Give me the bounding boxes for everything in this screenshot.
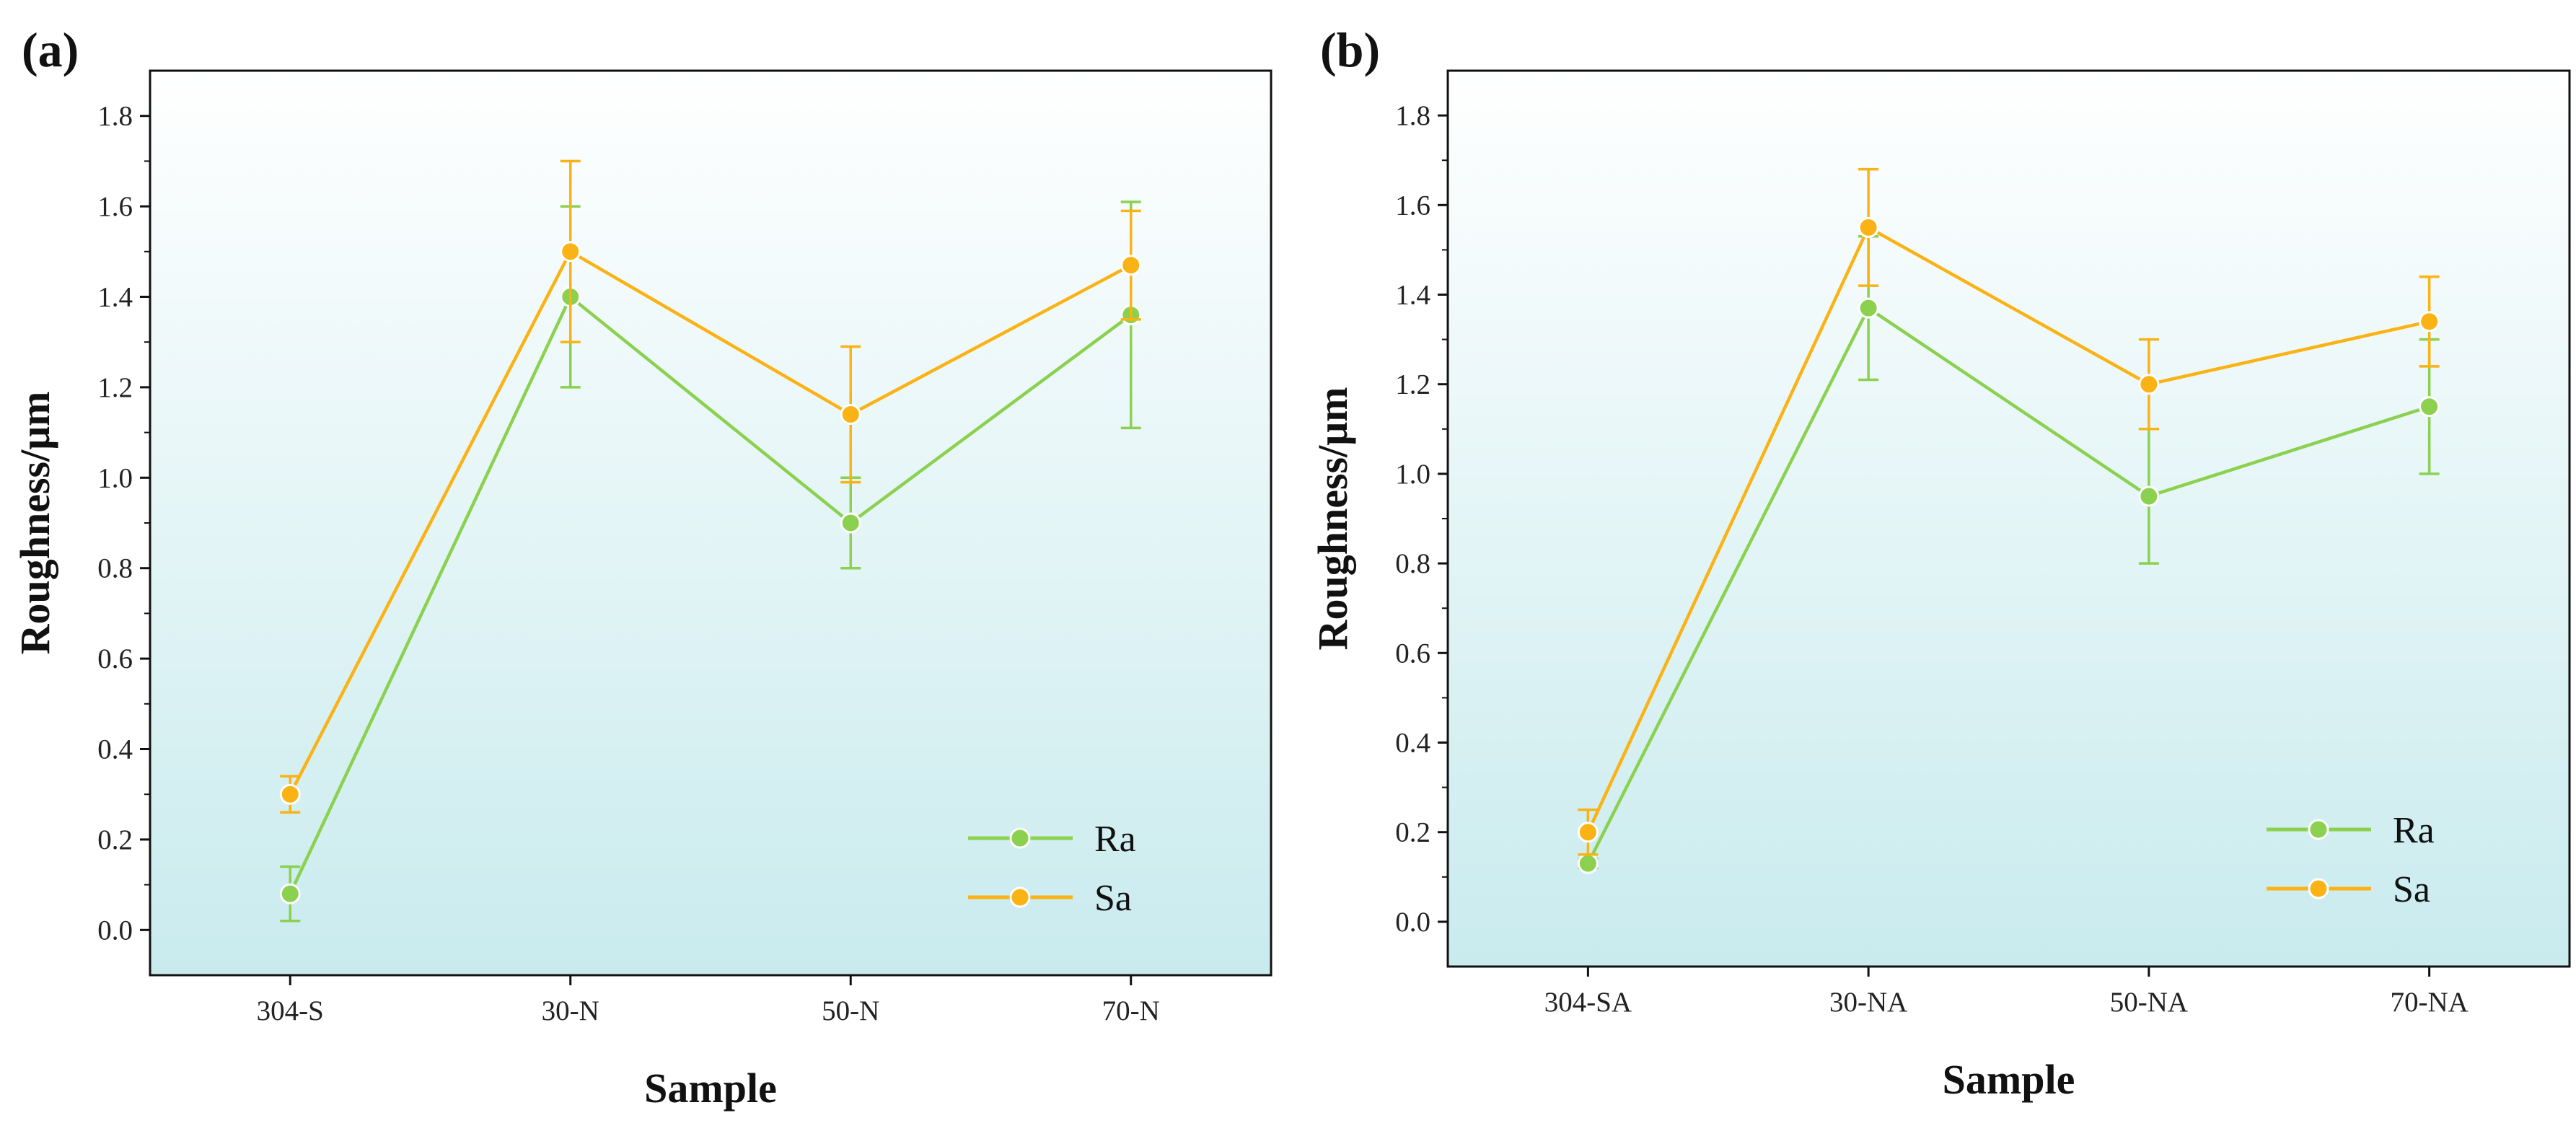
y-tick-label: 0.0 — [1395, 907, 1430, 938]
y-tick-label: 1.6 — [97, 191, 133, 222]
data-point — [2419, 396, 2440, 418]
legend: Ra Sa — [968, 819, 1136, 919]
series-sa — [279, 159, 1142, 814]
y-axis: 0.0 0.2 0.4 0.6 0.8 1.0 1.2 1.4 1.6 1.8 — [1395, 100, 1448, 938]
legend-label: Sa — [2393, 869, 2430, 910]
y-axis-title: Roughness/μm — [1309, 387, 1356, 651]
x-axis: 304-S 30-N 50-N 70-N — [257, 975, 1160, 1026]
plot-area — [149, 69, 1272, 977]
y-tick-label: 1.8 — [97, 101, 133, 132]
legend-label: Ra — [1094, 819, 1136, 860]
series-line — [1586, 225, 2430, 833]
y-tick-label: 1.8 — [1395, 100, 1430, 131]
y-tick-label: 1.0 — [1395, 459, 1430, 490]
y-tick-label: 1.2 — [1395, 369, 1430, 400]
data-point — [1120, 255, 1142, 276]
series-line — [289, 249, 1132, 796]
y-tick-label: 0.4 — [97, 734, 133, 765]
series-ra — [1577, 235, 2440, 874]
x-tick-label: 30-N — [542, 995, 599, 1026]
x-tick-label: 304-S — [257, 995, 324, 1026]
y-tick-label: 1.4 — [1395, 280, 1430, 311]
legend-marker — [1009, 827, 1031, 849]
data-point — [1858, 297, 1879, 319]
y-tick-label: 0.8 — [1395, 548, 1430, 579]
panel-label: (a) — [22, 22, 79, 77]
data-point — [2138, 374, 2160, 395]
legend-item-sa: Sa — [2267, 869, 2430, 910]
x-tick-label: 70-N — [1102, 995, 1160, 1026]
y-axis: 0.0 0.2 0.4 0.6 0.8 1.0 1.2 1.4 1.6 1.8 — [97, 101, 150, 946]
data-point — [840, 404, 861, 426]
x-axis-title: Sample — [644, 1065, 777, 1112]
y-tick-label: 1.4 — [97, 282, 133, 313]
x-tick-label: 50-NA — [2110, 987, 2188, 1018]
y-tick-label: 0.6 — [1395, 638, 1430, 669]
panel-label: (b) — [1320, 22, 1380, 77]
y-tick-label: 0.2 — [1395, 817, 1430, 848]
legend: Ra Sa — [2267, 810, 2435, 910]
series-layer — [1577, 167, 2440, 874]
series-line — [289, 294, 1133, 895]
series-layer — [279, 159, 1142, 923]
data-point — [279, 783, 301, 805]
legend-marker — [2308, 878, 2329, 899]
data-point — [2138, 485, 2160, 507]
legend-marker — [2308, 819, 2329, 840]
y-tick-label: 0.8 — [97, 553, 133, 584]
y-tick-label: 1.2 — [97, 372, 133, 403]
data-point — [1858, 216, 1879, 238]
y-tick-label: 0.6 — [97, 643, 133, 674]
series-line — [1586, 305, 2430, 865]
x-axis-title: Sample — [1943, 1056, 2075, 1103]
data-point — [279, 883, 301, 905]
y-tick-label: 0.2 — [97, 824, 133, 855]
x-tick-label: 304-SA — [1544, 987, 1632, 1018]
y-axis-title: Roughness/μm — [12, 392, 58, 655]
y-tick-label: 1.0 — [97, 462, 133, 493]
data-point — [2419, 311, 2440, 333]
legend-label: Sa — [1094, 878, 1132, 919]
x-tick-label: 50-N — [822, 995, 879, 1026]
legend-item-ra: Ra — [968, 819, 1136, 860]
legend-marker — [1009, 886, 1031, 908]
series-sa — [1577, 167, 2440, 856]
data-point — [1577, 853, 1599, 874]
panel-a: (a) 0.0 0.2 0.4 0.6 0.8 1.0 1.2 1.4 1.6 1.8 304-S… — [12, 22, 1272, 1112]
legend-item-ra: Ra — [2267, 810, 2435, 851]
y-tick-label: 1.6 — [1395, 190, 1430, 221]
legend-label: Ra — [2393, 810, 2435, 851]
x-tick-label: 70-NA — [2390, 987, 2468, 1018]
data-point — [840, 512, 861, 534]
y-tick-label: 0.4 — [1395, 728, 1430, 759]
panel-b: (b) 0.0 0.2 0.4 0.6 0.8 1.0 1.2 1.4 1.6 1.8 304-S… — [1309, 22, 2571, 1103]
y-tick-label: 0.0 — [97, 915, 133, 946]
data-point — [1577, 822, 1599, 843]
x-axis: 304-SA 30-NA 50-NA 70-NA — [1544, 967, 2469, 1018]
plot-area — [1446, 69, 2571, 968]
data-point — [560, 241, 581, 263]
legend-item-sa: Sa — [968, 878, 1132, 919]
x-tick-label: 30-NA — [1829, 987, 1907, 1018]
